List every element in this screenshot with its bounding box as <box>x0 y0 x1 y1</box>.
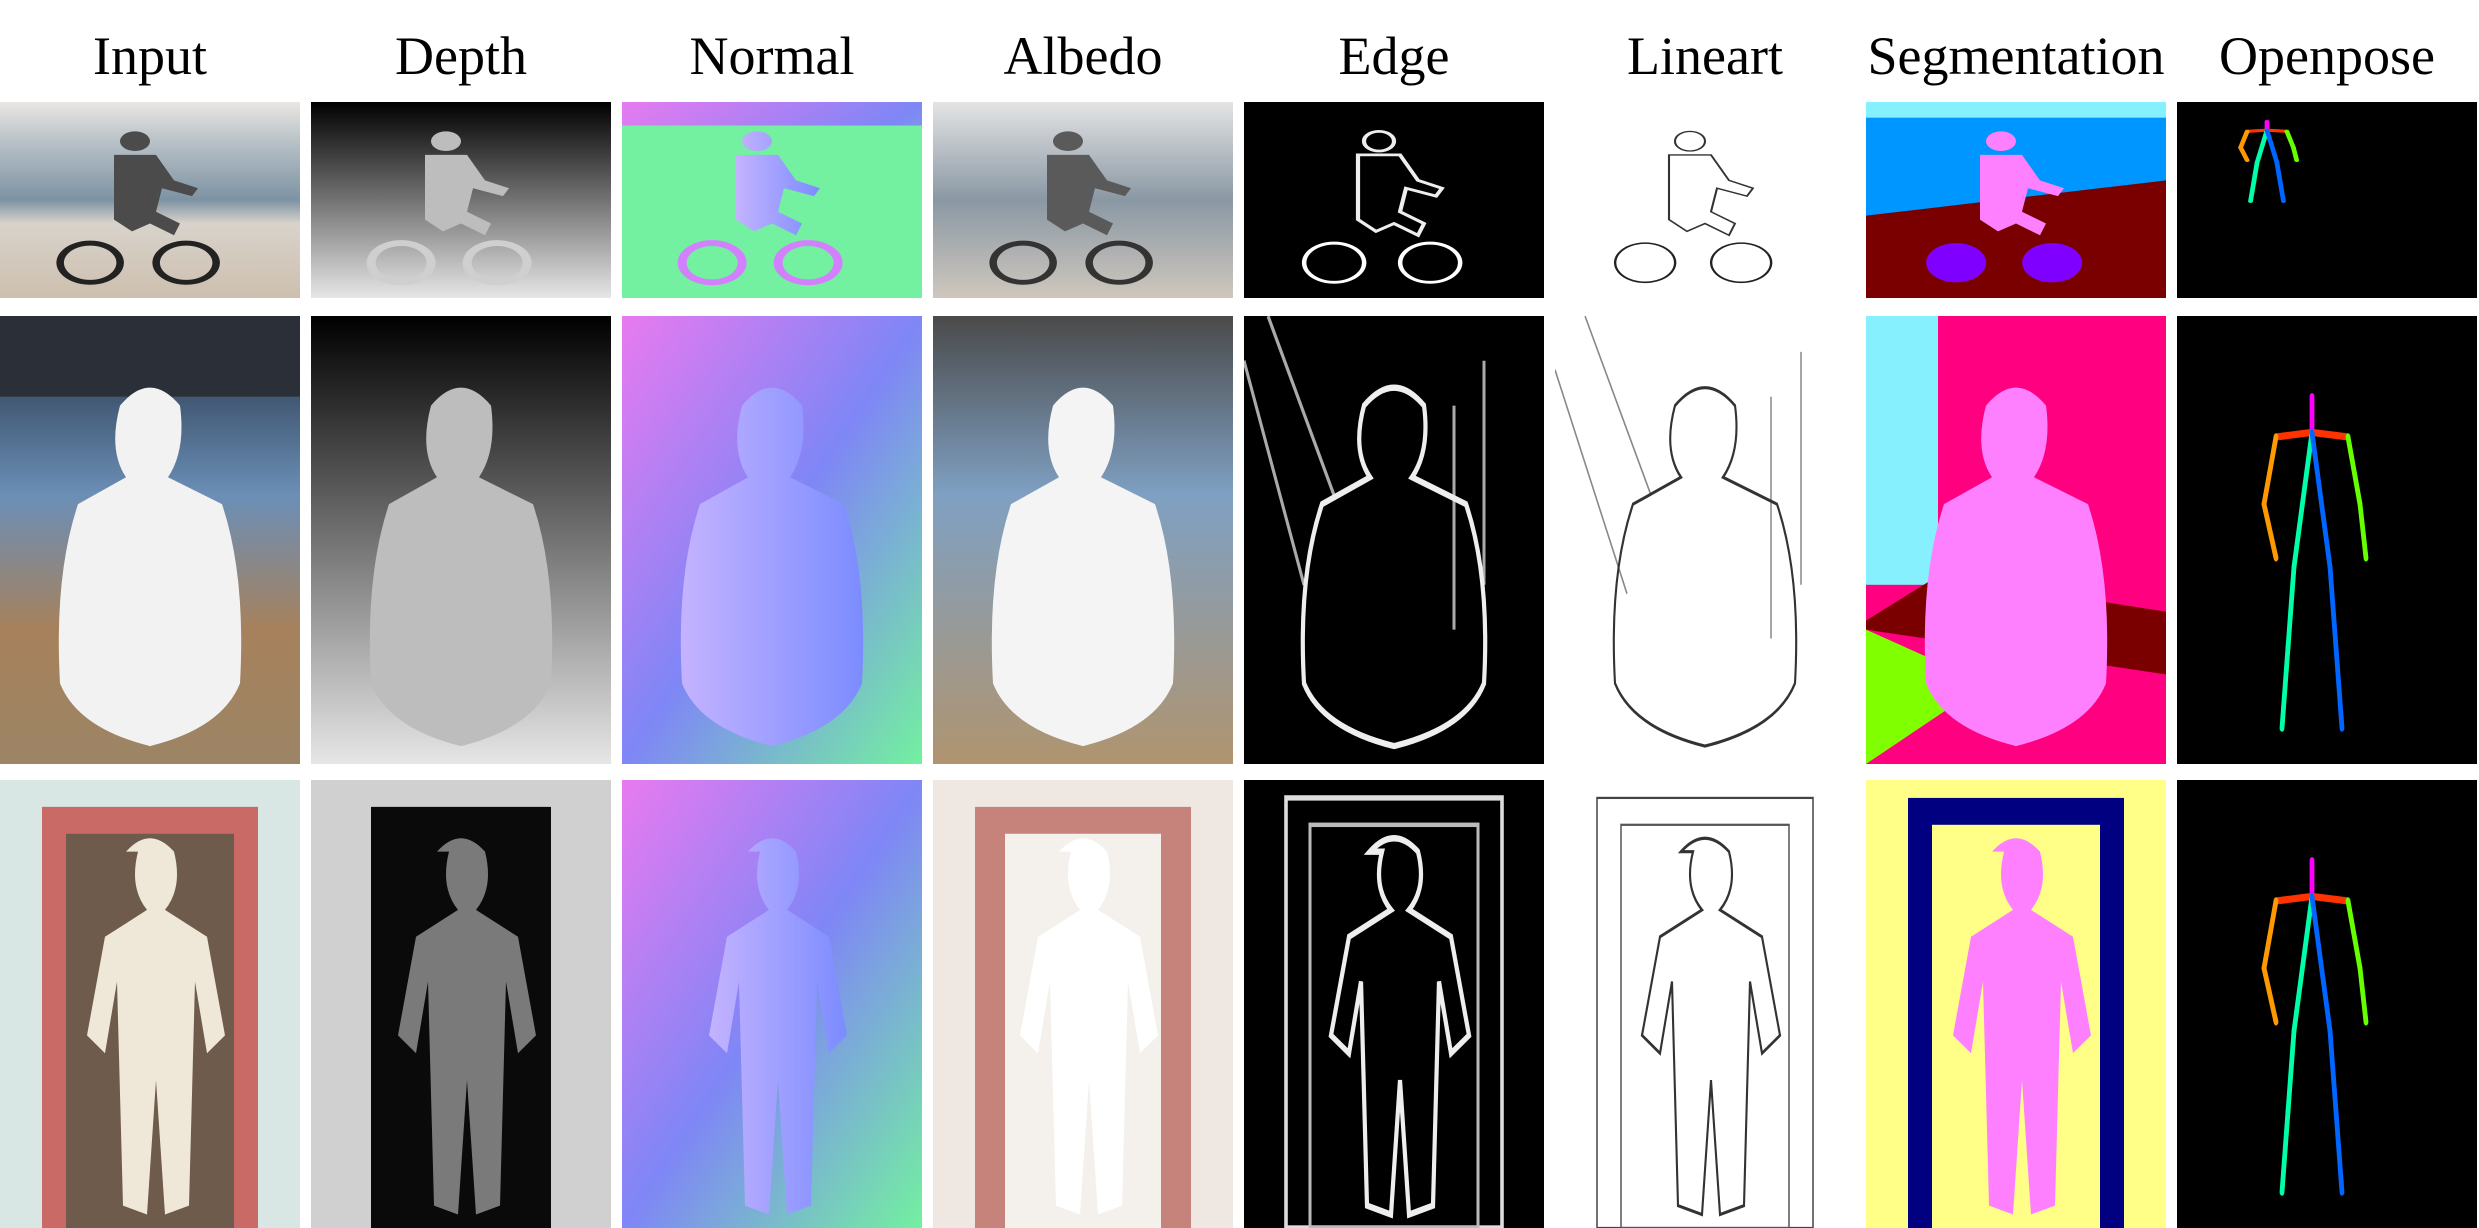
image-man-in-doorway-segmentation <box>1866 780 2166 1228</box>
image-man-in-doorway-openpose <box>2177 780 2477 1228</box>
column-header-albedo: Albedo <box>1003 26 1163 86</box>
normal-render <box>622 102 922 298</box>
edge-render <box>1244 102 1544 298</box>
openpose-render <box>2177 102 2477 298</box>
depth-render <box>311 780 611 1228</box>
column-header-lineart: Lineart <box>1627 26 1783 86</box>
image-woman-under-bridge-input <box>0 316 300 764</box>
image-woman-under-bridge-openpose <box>2177 316 2477 764</box>
column-header-segmentation: Segmentation <box>1867 26 2165 86</box>
segmentation-render <box>1866 316 2166 764</box>
segmentation-render <box>1866 102 2166 298</box>
segmentation-render <box>1866 780 2166 1228</box>
image-woman-under-bridge-albedo <box>933 316 1233 764</box>
edge-render <box>1244 780 1544 1228</box>
image-cyclist-beach-depth <box>311 102 611 298</box>
column-header-depth: Depth <box>395 26 527 86</box>
normal-render <box>622 780 922 1228</box>
column-header-edge: Edge <box>1338 26 1450 86</box>
column-header-openpose: Openpose <box>2219 26 2435 86</box>
image-man-in-doorway-albedo <box>933 780 1233 1228</box>
albedo-render <box>933 780 1233 1228</box>
image-man-in-doorway-normal <box>622 780 922 1228</box>
image-man-in-doorway-edge <box>1244 780 1544 1228</box>
input-render <box>0 316 300 764</box>
image-woman-under-bridge-depth <box>311 316 611 764</box>
depth-render <box>311 316 611 764</box>
image-cyclist-beach-normal <box>622 102 922 298</box>
image-cyclist-beach-openpose <box>2177 102 2477 298</box>
image-cyclist-beach-edge <box>1244 102 1544 298</box>
image-man-in-doorway-lineart <box>1555 780 1855 1228</box>
openpose-render <box>2177 316 2477 764</box>
lineart-render <box>1555 316 1855 764</box>
image-woman-under-bridge-edge <box>1244 316 1544 764</box>
image-cyclist-beach-segmentation <box>1866 102 2166 298</box>
image-man-in-doorway-depth <box>311 780 611 1228</box>
depth-render <box>311 102 611 298</box>
albedo-render <box>933 316 1233 764</box>
image-man-in-doorway-input <box>0 780 300 1228</box>
column-header-normal: Normal <box>689 26 855 86</box>
input-render <box>0 102 300 298</box>
image-cyclist-beach-albedo <box>933 102 1233 298</box>
image-woman-under-bridge-lineart <box>1555 316 1855 764</box>
input-render <box>0 780 300 1228</box>
image-woman-under-bridge-segmentation <box>1866 316 2166 764</box>
image-woman-under-bridge-normal <box>622 316 922 764</box>
image-cyclist-beach-input <box>0 102 300 298</box>
column-header-input: Input <box>93 26 207 86</box>
lineart-render <box>1555 780 1855 1228</box>
albedo-render <box>933 102 1233 298</box>
openpose-render <box>2177 780 2477 1228</box>
edge-render <box>1244 316 1544 764</box>
lineart-render <box>1555 102 1855 298</box>
normal-render <box>622 316 922 764</box>
image-cyclist-beach-lineart <box>1555 102 1855 298</box>
